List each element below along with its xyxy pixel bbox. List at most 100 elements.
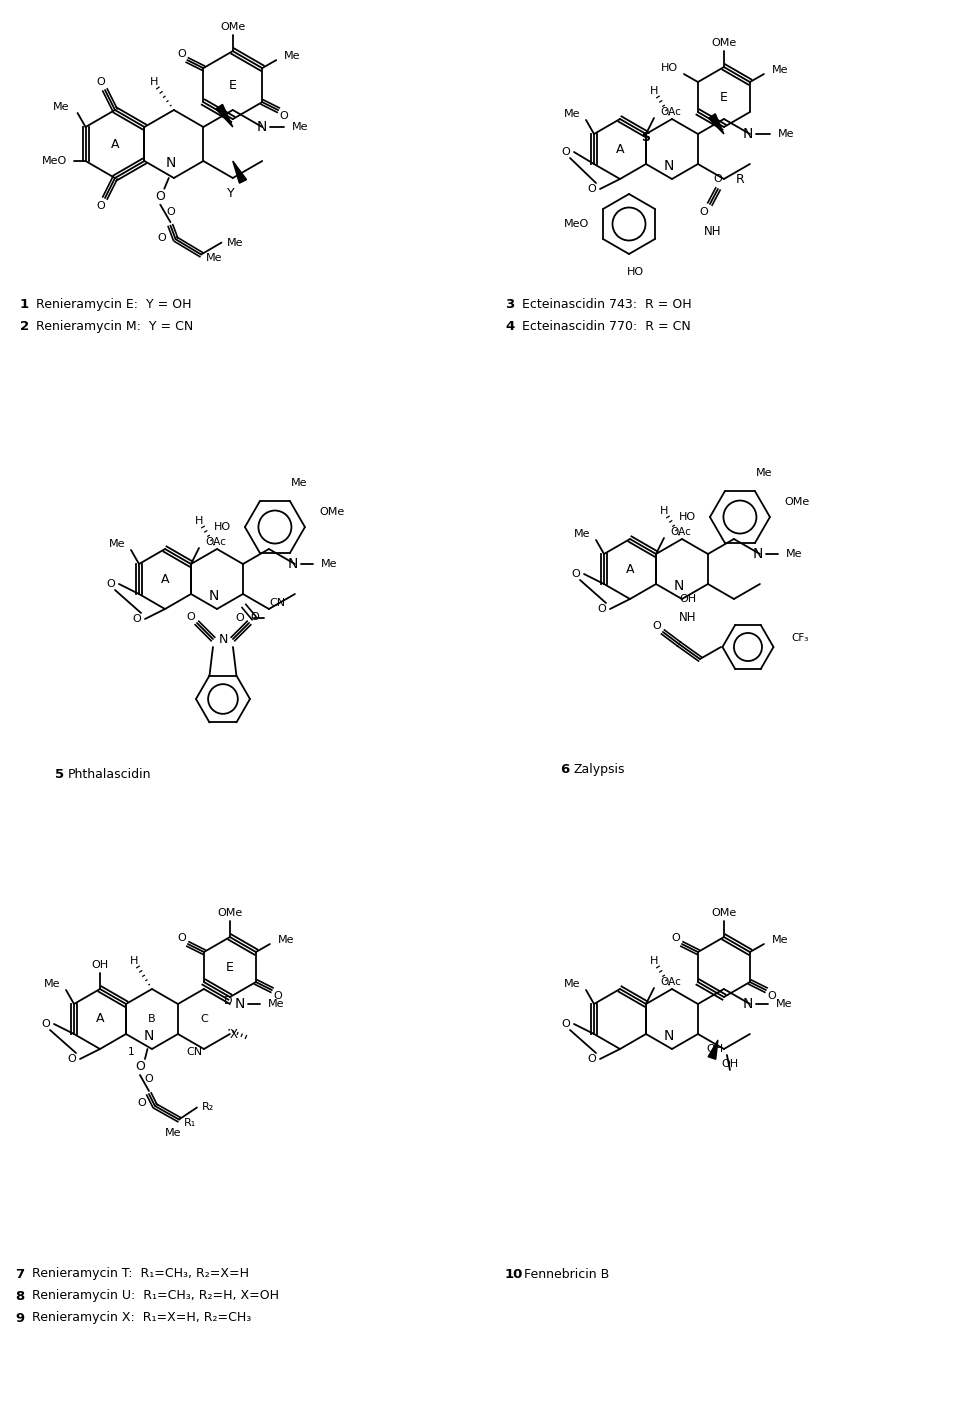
Text: 10: 10 xyxy=(505,1268,523,1281)
Text: A: A xyxy=(96,1013,105,1026)
Text: Me: Me xyxy=(778,130,795,139)
Text: N: N xyxy=(288,557,298,571)
Text: Me: Me xyxy=(206,252,223,263)
Text: Y: Y xyxy=(227,187,234,200)
Text: NH: NH xyxy=(704,224,722,238)
Text: CN: CN xyxy=(187,1047,203,1057)
Text: O: O xyxy=(42,1019,50,1029)
Text: Me: Me xyxy=(756,468,772,478)
Text: 4: 4 xyxy=(505,320,515,333)
Text: O: O xyxy=(587,185,596,194)
Text: O: O xyxy=(133,614,141,624)
Text: 5: 5 xyxy=(55,768,64,781)
Text: OH: OH xyxy=(706,1044,724,1054)
Text: Ecteinascidin 743:  R = OH: Ecteinascidin 743: R = OH xyxy=(518,297,692,310)
Text: O: O xyxy=(166,207,174,217)
Text: N: N xyxy=(234,998,245,1012)
Text: Me: Me xyxy=(292,123,308,132)
Text: Me: Me xyxy=(321,559,337,569)
Text: Me: Me xyxy=(574,528,590,540)
Text: E: E xyxy=(229,79,236,92)
Text: OH: OH xyxy=(679,595,697,604)
Text: O: O xyxy=(598,604,607,614)
Text: A: A xyxy=(626,562,635,575)
Text: H: H xyxy=(195,516,203,526)
Text: OAc: OAc xyxy=(660,107,681,117)
Text: N: N xyxy=(742,998,753,1012)
Text: MeO: MeO xyxy=(43,156,68,166)
Text: Renieramycin M:  Y = CN: Renieramycin M: Y = CN xyxy=(32,320,193,333)
Text: O: O xyxy=(713,173,722,185)
Text: OH: OH xyxy=(91,960,109,969)
Polygon shape xyxy=(216,104,233,127)
Text: H: H xyxy=(660,506,669,516)
Text: Me: Me xyxy=(772,65,789,75)
Text: Me: Me xyxy=(109,540,125,550)
Text: O: O xyxy=(97,201,106,211)
Text: Me: Me xyxy=(44,979,60,989)
Text: CF₃: CF₃ xyxy=(792,633,809,643)
Text: OMe: OMe xyxy=(711,38,736,48)
Text: OAc: OAc xyxy=(670,527,691,537)
Text: H: H xyxy=(650,955,658,967)
Text: O: O xyxy=(235,613,244,623)
Text: O: O xyxy=(187,612,196,621)
Text: N: N xyxy=(208,589,219,603)
Text: O: O xyxy=(107,579,115,589)
Text: OAc: OAc xyxy=(205,537,226,547)
Text: N: N xyxy=(664,1029,674,1043)
Text: O: O xyxy=(280,111,289,121)
Text: A: A xyxy=(615,142,624,155)
Text: 6: 6 xyxy=(560,762,569,775)
Text: 1: 1 xyxy=(20,297,29,310)
Text: Me: Me xyxy=(227,238,243,248)
Text: Me: Me xyxy=(564,108,580,118)
Text: N: N xyxy=(166,156,175,169)
Text: OMe: OMe xyxy=(711,907,736,919)
Polygon shape xyxy=(708,1040,718,1060)
Text: E: E xyxy=(720,90,728,103)
Text: N: N xyxy=(218,633,228,645)
Text: O: O xyxy=(158,232,167,242)
Text: C: C xyxy=(200,1014,207,1024)
Text: CN: CN xyxy=(269,597,286,609)
Text: E: E xyxy=(226,961,234,974)
Text: 2: 2 xyxy=(20,320,29,333)
Text: HO: HO xyxy=(214,523,231,533)
Text: Renieramycin X:  R₁=X=H, R₂=CH₃: Renieramycin X: R₁=X=H, R₂=CH₃ xyxy=(28,1312,251,1324)
Text: 3: 3 xyxy=(505,297,515,310)
Text: N: N xyxy=(143,1029,154,1043)
Text: H: H xyxy=(149,77,158,87)
Text: O: O xyxy=(177,49,186,59)
Text: O: O xyxy=(251,612,260,621)
Text: Me: Me xyxy=(564,979,580,989)
Text: OMe: OMe xyxy=(220,23,245,32)
Text: N: N xyxy=(664,158,674,172)
Text: HO: HO xyxy=(679,511,696,523)
Text: Me: Me xyxy=(772,936,789,945)
Text: OAc: OAc xyxy=(660,976,681,986)
Text: Renieramycin T:  R₁=CH₃, R₂=X=H: Renieramycin T: R₁=CH₃, R₂=X=H xyxy=(28,1268,249,1281)
Text: O: O xyxy=(155,190,166,203)
Text: S: S xyxy=(641,131,650,144)
Text: O: O xyxy=(135,1061,145,1074)
Text: O: O xyxy=(572,569,580,579)
Text: X: X xyxy=(230,1027,238,1040)
Text: 7: 7 xyxy=(15,1268,24,1281)
Text: OMe: OMe xyxy=(319,507,344,517)
Text: 9: 9 xyxy=(15,1312,24,1324)
Text: R₂: R₂ xyxy=(202,1102,214,1113)
Text: Me: Me xyxy=(786,550,802,559)
Text: HO: HO xyxy=(661,63,678,73)
Text: A: A xyxy=(161,572,170,586)
Text: H: H xyxy=(650,86,658,96)
Text: Me: Me xyxy=(53,101,70,111)
Text: O: O xyxy=(767,991,776,1000)
Text: D: D xyxy=(224,996,233,1006)
Text: Ecteinascidin 770:  R = CN: Ecteinascidin 770: R = CN xyxy=(518,320,691,333)
Text: Me: Me xyxy=(165,1129,181,1138)
Text: 8: 8 xyxy=(15,1289,24,1302)
Text: O: O xyxy=(587,1054,596,1064)
Text: OH: OH xyxy=(721,1060,738,1069)
Text: Fennebricin B: Fennebricin B xyxy=(524,1268,610,1281)
